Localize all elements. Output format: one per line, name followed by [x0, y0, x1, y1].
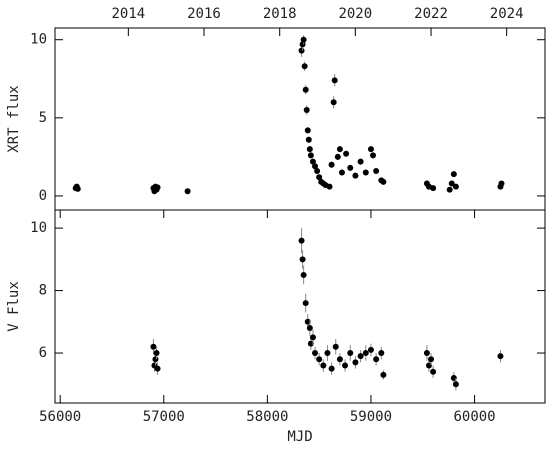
data-point: [303, 107, 310, 114]
data-point: [357, 353, 364, 360]
data-point: [306, 325, 313, 332]
data-point: [338, 169, 345, 176]
data-point: [336, 356, 343, 363]
data-point: [334, 153, 341, 160]
data-point: [74, 185, 81, 192]
y-tick-label: 5: [39, 110, 47, 126]
x-tick-label: 56000: [39, 409, 81, 425]
data-point: [367, 346, 374, 353]
data-point: [352, 359, 359, 366]
x-tick-label: 2022: [414, 6, 448, 22]
data-point: [154, 184, 161, 191]
data-point: [380, 371, 387, 378]
x-tick-label: 59000: [350, 409, 392, 425]
y-tick-label: 8: [39, 283, 47, 299]
data-point: [302, 300, 309, 307]
data-point: [342, 362, 349, 369]
data-point: [306, 146, 313, 153]
data-point: [450, 171, 457, 178]
x-tick-label: 2024: [490, 6, 524, 22]
data-point: [316, 174, 323, 181]
data-point: [448, 180, 455, 187]
data-point: [450, 375, 457, 382]
data-point: [312, 163, 319, 170]
data-point: [373, 356, 380, 363]
data-point: [316, 356, 323, 363]
data-point: [301, 63, 308, 70]
data-point: [307, 152, 314, 159]
top-frame: [54, 27, 546, 211]
data-point: [307, 340, 314, 347]
x-tick-label: 2020: [338, 6, 372, 22]
data-point: [498, 180, 505, 187]
data-point: [497, 353, 504, 360]
data-point: [357, 158, 364, 165]
data-point: [332, 343, 339, 350]
data-point: [300, 36, 307, 43]
data-point: [299, 256, 306, 263]
data-point: [324, 350, 331, 357]
data-point: [328, 161, 335, 168]
data-point: [425, 362, 432, 369]
data-point: [347, 164, 354, 171]
data-point: [326, 183, 333, 190]
y-axis-label: V Flux: [6, 281, 22, 332]
data-point: [336, 146, 343, 153]
bottom-frame: [54, 209, 546, 404]
data-point: [452, 381, 459, 388]
data-point: [298, 237, 305, 244]
data-point: [380, 178, 387, 185]
data-point: [298, 47, 305, 54]
data-point: [304, 127, 311, 134]
data-point: [352, 172, 359, 179]
y-tick-label: 6: [39, 345, 47, 361]
data-point: [153, 350, 160, 357]
data-point: [305, 136, 312, 143]
y-axis-label: XRT flux: [6, 85, 22, 152]
data-point: [452, 183, 459, 190]
data-point: [184, 188, 191, 195]
data-point: [312, 350, 319, 357]
data-point: [370, 152, 377, 159]
x-tick-label: 2014: [111, 6, 145, 22]
data-point: [367, 146, 374, 153]
data-point: [362, 350, 369, 357]
data-point: [446, 186, 453, 193]
x-tick-label: 2018: [263, 6, 297, 22]
data-point: [154, 365, 161, 372]
data-point: [430, 185, 437, 192]
data-point: [309, 334, 316, 341]
data-point: [343, 150, 350, 157]
data-point: [320, 362, 327, 369]
data-point: [331, 77, 338, 84]
x-tick-label: 57000: [143, 409, 185, 425]
data-point: [423, 350, 430, 357]
data-point: [304, 318, 311, 325]
y-tick-label: 10: [30, 220, 47, 236]
data-point: [428, 356, 435, 363]
data-point: [347, 350, 354, 357]
data-point: [362, 169, 369, 176]
data-point: [152, 356, 159, 363]
y-tick-label: 10: [30, 32, 47, 48]
data-point: [300, 271, 307, 278]
data-point: [330, 99, 337, 106]
data-point: [328, 365, 335, 372]
x-tick-label: 58000: [246, 409, 288, 425]
data-point: [150, 343, 157, 350]
data-point: [309, 158, 316, 165]
data-point: [314, 167, 321, 174]
x-axis-label: MJD: [287, 429, 312, 445]
data-point: [373, 167, 380, 174]
x-tick-label: 60000: [453, 409, 495, 425]
y-tick-label: 0: [39, 188, 47, 204]
data-point: [302, 86, 309, 93]
data-point: [430, 368, 437, 375]
x-tick-label: 2016: [187, 6, 221, 22]
data-point: [378, 350, 385, 357]
